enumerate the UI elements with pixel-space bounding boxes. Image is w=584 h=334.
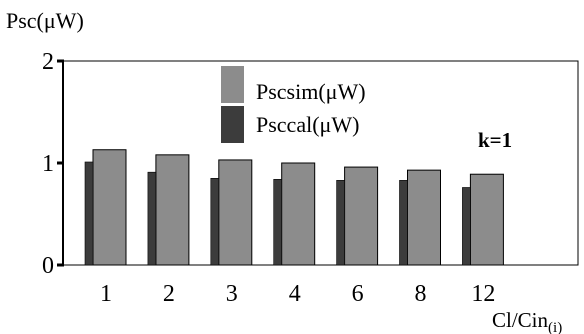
bar-pscsim-3 (218, 159, 253, 266)
bar-psccal-2 (147, 171, 157, 266)
bar-pscsim-12 (469, 173, 504, 266)
k-annotation: k=1 (478, 128, 512, 152)
bar-psccal-12 (462, 187, 471, 266)
x-tick-label-4: 4 (289, 281, 301, 307)
y-tick-label-1: 1 (42, 151, 54, 177)
bar-psccal-4 (273, 179, 283, 266)
x-tick-label-6: 6 (352, 281, 364, 307)
bar-pscsim-8 (407, 169, 441, 266)
bar-pscsim-6 (344, 166, 379, 266)
bar-psccal-3 (210, 178, 220, 266)
y-tick-label-2: 2 (42, 49, 54, 75)
bar-pscsim-2 (155, 154, 190, 266)
legend-label-psccal: Psccal(μW) (256, 112, 359, 137)
bar-psccal-1 (84, 161, 94, 266)
legend-swatch-psccal (221, 106, 244, 143)
bar-pscsim-1 (92, 149, 127, 266)
x-axis-label-subscript: (i) (548, 320, 562, 334)
x-tick-label-2: 2 (163, 281, 175, 307)
bar-psccal-8 (399, 180, 408, 266)
y-tick-label-0: 0 (42, 253, 54, 279)
x-tick-label-1: 1 (100, 281, 112, 307)
legend-swatch-pscsim (221, 66, 244, 103)
legend: Pscsim(μW) Psccal(μW) (221, 66, 366, 143)
x-tick-label-3: 3 (226, 281, 238, 307)
bar-pscsim-4 (281, 162, 316, 266)
legend-label-pscsim: Pscsim(μW) (256, 79, 366, 104)
x-axis-label: Cl/Cin(i) (492, 308, 562, 334)
x-axis-label-main: Cl/Cin (492, 308, 549, 332)
series-pscsim-bars (92, 149, 504, 266)
bar-psccal-6 (336, 180, 345, 266)
series-psccal-bars (84, 161, 471, 266)
x-tick-label-12: 12 (471, 281, 495, 307)
x-tick-label-8: 8 (415, 281, 427, 307)
y-axis-label: Psc(μW) (6, 8, 84, 33)
